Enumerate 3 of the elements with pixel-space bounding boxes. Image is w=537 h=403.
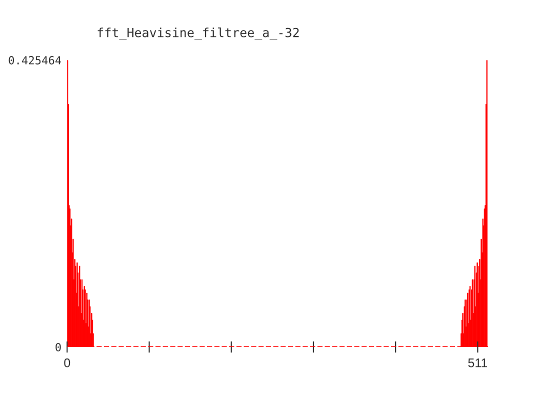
chart-title: fft_Heavisine_filtree_a_-32 bbox=[98, 28, 299, 40]
y-tick-label: 0.425464 bbox=[8, 56, 62, 64]
x-tick-label: 511 bbox=[468, 358, 488, 368]
